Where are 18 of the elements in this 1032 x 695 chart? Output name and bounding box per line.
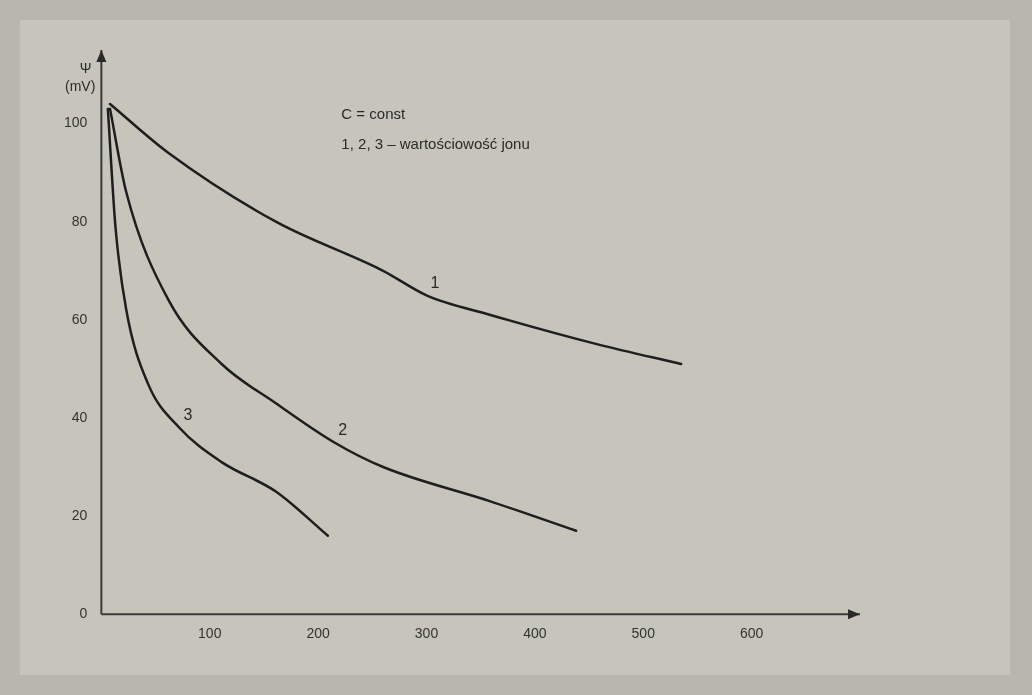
x-tick-label: 300 (414, 625, 439, 642)
y-tick-label: 0 (79, 605, 88, 622)
x-tick-label: 500 (631, 625, 656, 642)
y-tick-label: 20 (71, 506, 88, 523)
annotation: C = const (341, 105, 406, 123)
x-tick-label: 600 (739, 625, 764, 642)
x-tick-label: 200 (306, 625, 331, 642)
y-tick-label: 60 (71, 310, 88, 327)
y-axis-title: Ψ (mV) (65, 60, 96, 95)
y-tick-label: 80 (71, 212, 88, 229)
series-label: 2 (338, 420, 348, 438)
y-tick-label: 40 (71, 408, 88, 425)
y-tick-label: 100 (64, 114, 88, 131)
series-label: 3 (183, 406, 193, 424)
series-label: 1 (430, 273, 440, 291)
x-tick-label: 400 (523, 625, 547, 642)
annotation: 1, 2, 3 – wartościowość jonu (341, 135, 530, 153)
x-tick-label: 100 (198, 625, 222, 642)
